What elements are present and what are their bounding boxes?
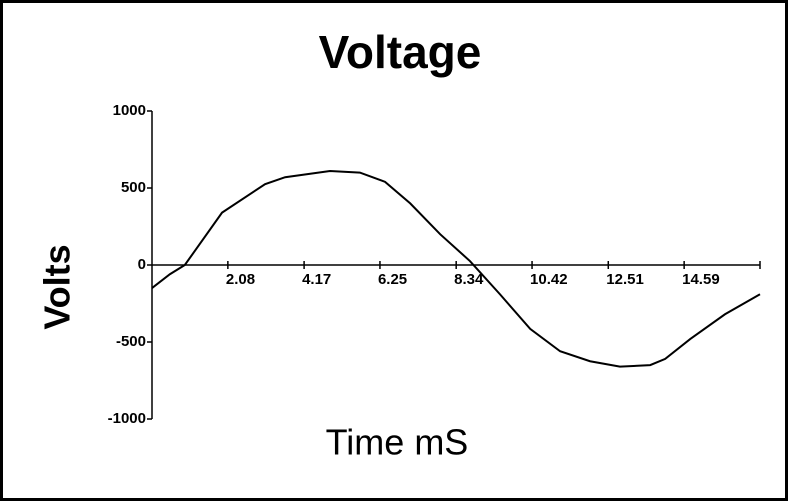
y-tick-label: -500 (116, 333, 146, 350)
x-tick-label: 6.25 (378, 271, 407, 288)
y-axis-label: Volts (37, 244, 78, 329)
x-tick-label: 10.42 (530, 271, 568, 288)
y-tick-label: 1000 (113, 102, 146, 119)
x-tick-label: 12.51 (606, 271, 644, 288)
x-tick-label: 2.08 (226, 271, 255, 288)
x-tick-label: 8.34 (454, 271, 484, 288)
chart-title: Voltage (319, 26, 482, 78)
x-axis-label: Time mS (326, 422, 469, 463)
y-tick-label: 0 (138, 256, 146, 273)
y-tick-label: -1000 (108, 410, 146, 427)
y-tick-label: 500 (121, 179, 146, 196)
line-series (151, 170, 761, 368)
x-tick-label: 4.17 (302, 271, 331, 288)
x-tick-label: 14.59 (682, 271, 720, 288)
